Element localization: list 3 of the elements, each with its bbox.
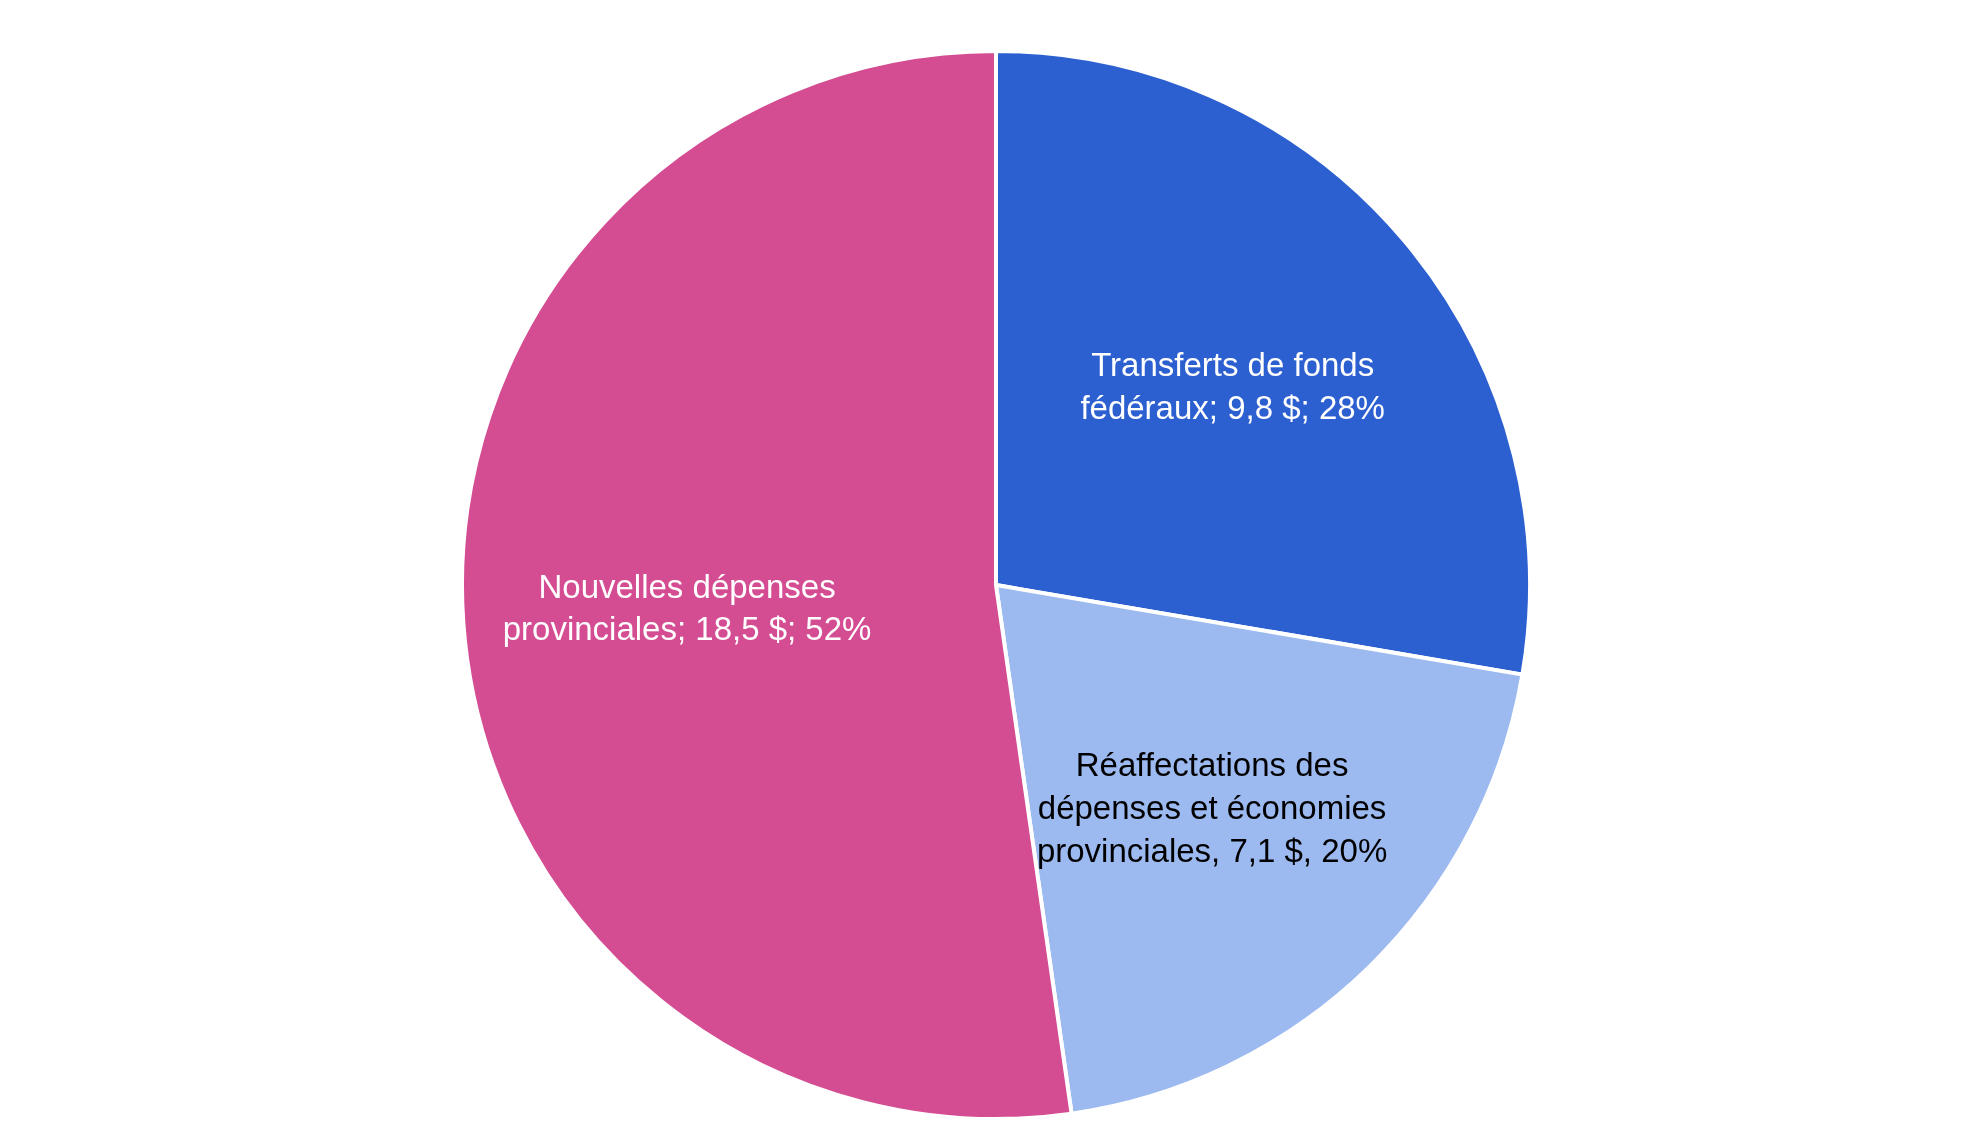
slice-label: Nouvelles dépenses provinciales; 18,5 $; 52% (502, 567, 872, 647)
slice-label: Transferts de fonds fédéraux; 9,8 $; 28% (1080, 345, 1385, 426)
slice-label: Réaffectations des dépenses et économies provinciales, 7,1 $, 20% (1036, 745, 1388, 869)
